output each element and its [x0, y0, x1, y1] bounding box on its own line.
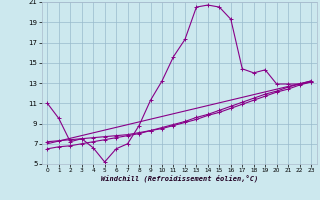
X-axis label: Windchill (Refroidissement éolien,°C): Windchill (Refroidissement éolien,°C)	[100, 175, 258, 182]
